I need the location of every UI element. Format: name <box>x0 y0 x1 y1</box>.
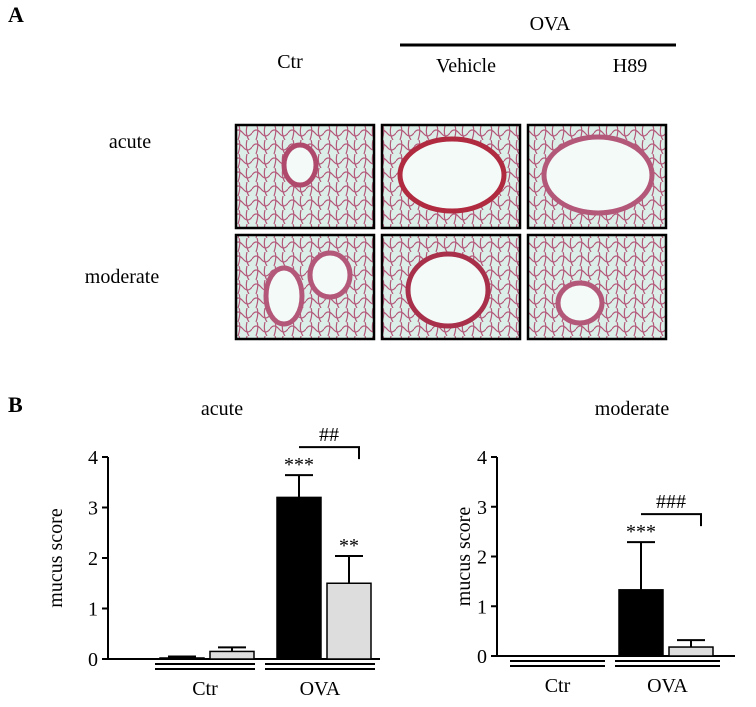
y-tick-label: 2 <box>477 547 487 569</box>
bar <box>668 646 714 657</box>
column-label: H89 <box>613 55 647 77</box>
x-tick-label: OVA <box>647 675 688 697</box>
y-tick-label: 1 <box>477 596 487 618</box>
column-label: Ctr <box>277 51 303 73</box>
micrographs <box>234 123 668 341</box>
comparison-label: ## <box>319 424 339 446</box>
bar <box>326 582 372 660</box>
group-label: OVA <box>530 13 571 35</box>
y-tick-label: 3 <box>88 498 98 520</box>
y-axis-label: mucus score <box>453 507 475 607</box>
error-bar <box>285 474 313 498</box>
comparison-label: ### <box>656 491 686 513</box>
error-bar <box>335 554 363 584</box>
y-tick-label: 4 <box>88 447 98 469</box>
error-bar <box>218 646 246 652</box>
panel-label: B <box>8 392 23 417</box>
bar <box>618 589 664 657</box>
bar <box>276 496 322 660</box>
significance-mark: *** <box>284 454 314 476</box>
error-bar <box>627 541 655 590</box>
significance-mark: *** <box>626 521 656 543</box>
x-tick-label: Ctr <box>192 678 218 700</box>
y-tick-label: 0 <box>88 649 98 671</box>
y-tick-label: 4 <box>477 447 487 469</box>
y-tick-label: 0 <box>477 646 487 668</box>
comparison-bracket <box>641 513 702 527</box>
y-axis-label: mucus score <box>45 508 67 608</box>
significance-mark: ** <box>339 535 359 557</box>
column-label: Vehicle <box>436 55 496 77</box>
error-bar <box>168 655 196 658</box>
y-tick-label: 1 <box>88 599 98 621</box>
bar <box>159 657 205 660</box>
panel-label: A <box>8 2 24 27</box>
row-label: acute <box>109 131 151 153</box>
chart-title: acute <box>201 398 243 420</box>
bar <box>209 650 255 660</box>
y-tick-label: 3 <box>477 497 487 519</box>
y-tick-label: 2 <box>88 548 98 570</box>
x-tick-label: OVA <box>300 678 341 700</box>
x-tick-label: Ctr <box>545 675 571 697</box>
comparison-bracket <box>299 446 360 460</box>
chart-title: moderate <box>595 398 670 420</box>
row-label: moderate <box>85 266 160 288</box>
error-bar <box>677 639 705 648</box>
